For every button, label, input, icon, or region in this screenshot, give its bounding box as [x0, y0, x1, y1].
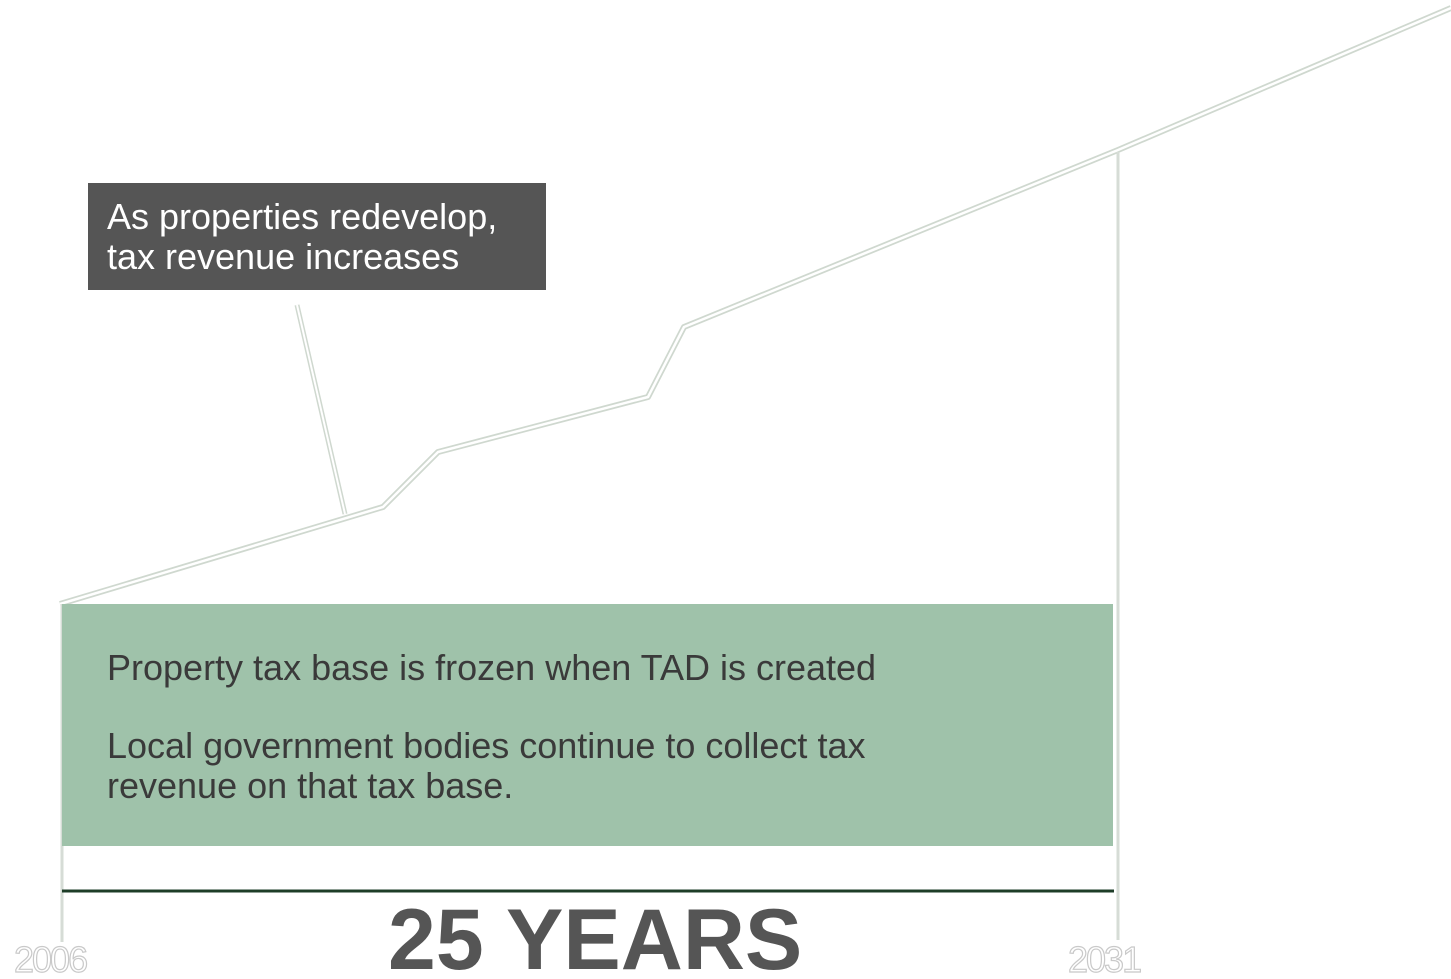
end-year-label: 2031: [1067, 939, 1142, 979]
frozen-tax-base-box: Property tax base is frozen when TAD is …: [62, 604, 1113, 846]
revenue-callout: As properties redevelop, tax revenue inc…: [88, 183, 546, 290]
callout-leader-inner: [296, 304, 346, 515]
base-box-text-2-line-1: Local government bodies continue to coll…: [107, 725, 866, 766]
duration-label: 25 YEARS: [388, 892, 803, 979]
callout-line-2: tax revenue increases: [107, 236, 460, 277]
callout-line-1: As properties redevelop,: [107, 196, 498, 237]
base-box-text-2-line-2: revenue on that tax base.: [107, 765, 514, 806]
base-box-text-1: Property tax base is frozen when TAD is …: [107, 647, 877, 688]
base-box-text-2: Local government bodies continue to coll…: [107, 726, 1113, 806]
revenue-line-inner: [59, 6, 1451, 606]
start-year-label: 2006: [13, 939, 88, 979]
